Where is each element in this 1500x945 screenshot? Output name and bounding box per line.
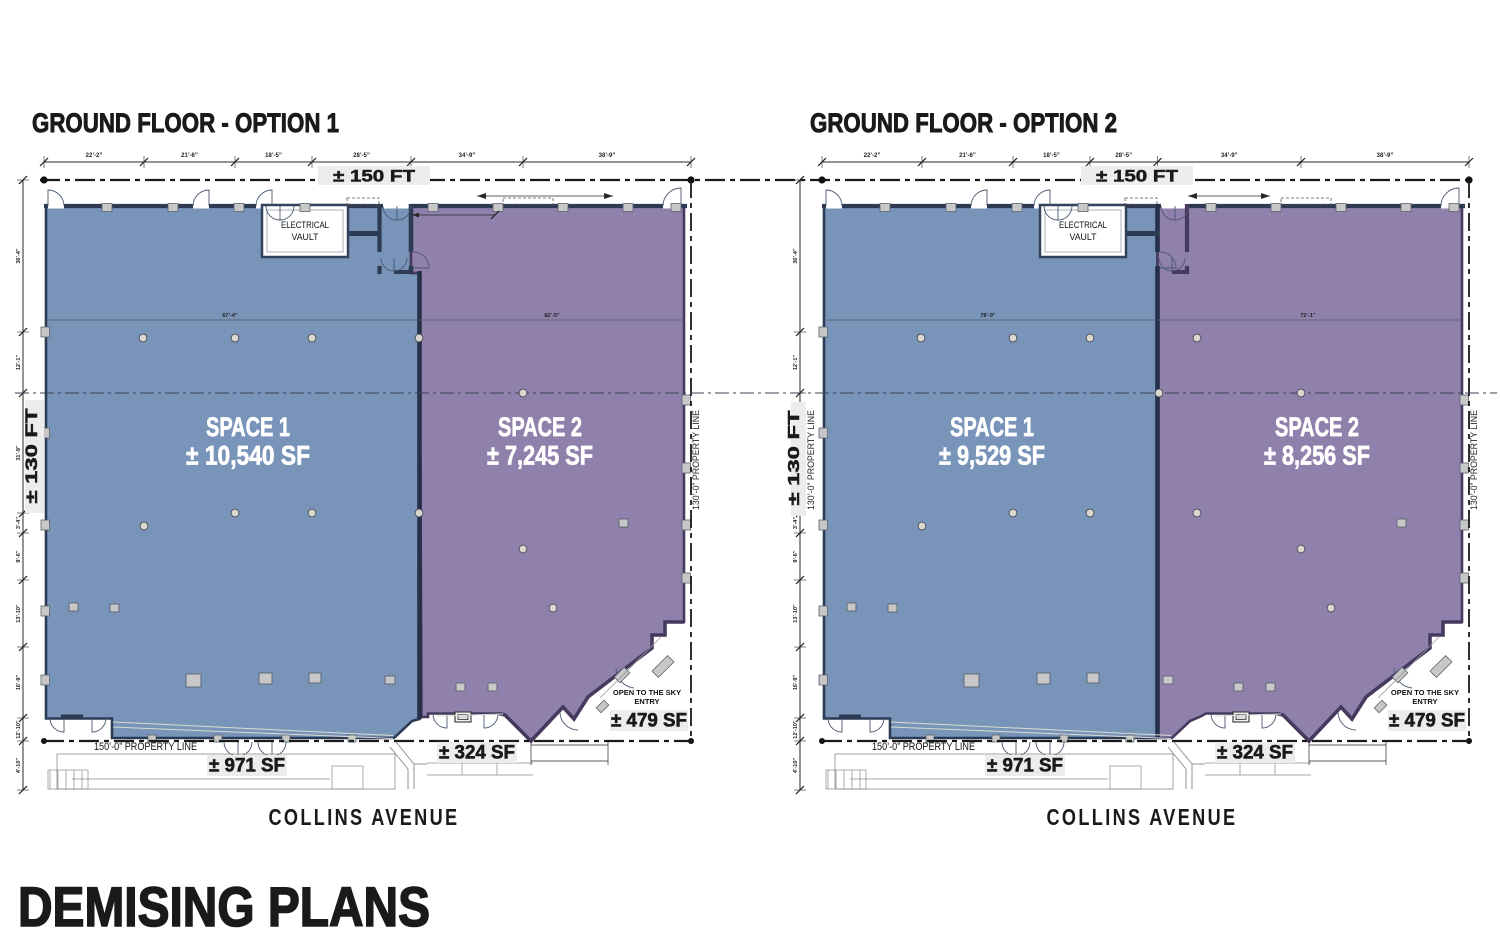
svg-text:ENTRY: ENTRY	[1412, 697, 1437, 706]
svg-text:SPACE 2: SPACE 2	[1275, 412, 1359, 442]
svg-text:150’-0” PROPERTY LINE: 150’-0” PROPERTY LINE	[872, 741, 975, 753]
svg-text:12’-10”: 12’-10”	[793, 720, 799, 739]
svg-text:16’-9”: 16’-9”	[793, 675, 799, 691]
svg-text:DEMISING PLANS: DEMISING PLANS	[18, 876, 430, 938]
svg-text:SPACE 2: SPACE 2	[498, 412, 582, 442]
svg-text:28’-5”: 28’-5”	[353, 153, 370, 159]
svg-text:ENTRY: ENTRY	[634, 697, 659, 706]
svg-text:± 150 FT: ± 150 FT	[333, 168, 415, 186]
svg-text:21’-6”: 21’-6”	[959, 153, 976, 159]
svg-text:SPACE 1: SPACE 1	[950, 412, 1034, 442]
svg-text:3’-4”: 3’-4”	[16, 517, 22, 529]
svg-text:34’-9”: 34’-9”	[459, 153, 476, 159]
svg-text:± 479 SF: ± 479 SF	[1389, 711, 1465, 732]
svg-text:38’-9”: 38’-9”	[599, 153, 616, 159]
svg-text:150’-0” PROPERTY LINE: 150’-0” PROPERTY LINE	[94, 741, 197, 753]
svg-text:± 130 FT: ± 130 FT	[786, 410, 803, 505]
svg-text:± 324 SF: ± 324 SF	[439, 743, 515, 764]
svg-text:GROUND FLOOR - OPTION 1: GROUND FLOOR - OPTION 1	[32, 108, 339, 138]
svg-text:± 479 SF: ± 479 SF	[611, 711, 687, 732]
svg-text:± 8,256 SF: ± 8,256 SF	[1264, 441, 1370, 471]
svg-text:VAULT: VAULT	[1070, 232, 1097, 242]
svg-text:COLLINS AVENUE: COLLINS AVENUE	[1047, 804, 1238, 830]
svg-text:12’-10”: 12’-10”	[16, 720, 22, 739]
svg-text:ELECTRICAL: ELECTRICAL	[281, 220, 329, 230]
svg-text:28’-5”: 28’-5”	[1115, 153, 1132, 159]
svg-text:GROUND FLOOR - OPTION 2: GROUND FLOOR - OPTION 2	[810, 108, 1117, 138]
svg-text:9’-6”: 9’-6”	[16, 550, 22, 562]
svg-text:67’-4”: 67’-4”	[222, 313, 238, 319]
svg-text:38’-9”: 38’-9”	[1377, 153, 1394, 159]
svg-text:± 7,245 SF: ± 7,245 SF	[487, 441, 593, 471]
svg-text:72’-1”: 72’-1”	[1300, 313, 1316, 319]
svg-text:ELECTRICAL: ELECTRICAL	[1059, 220, 1107, 230]
svg-text:34’-9”: 34’-9”	[1221, 153, 1238, 159]
svg-text:OPEN TO THE SKY: OPEN TO THE SKY	[1391, 688, 1459, 697]
svg-text:130’-0” PROPERTY LINE: 130’-0” PROPERTY LINE	[806, 410, 816, 510]
svg-text:± 130 FT: ± 130 FT	[23, 409, 41, 504]
svg-text:12’-1”: 12’-1”	[793, 355, 799, 371]
svg-text:16’-9”: 16’-9”	[16, 675, 22, 691]
svg-text:130’-0” PROPERTY LINE: 130’-0” PROPERTY LINE	[691, 410, 701, 510]
svg-text:22’-2”: 22’-2”	[864, 153, 881, 159]
svg-text:13’-10”: 13’-10”	[16, 604, 22, 623]
svg-text:21’-6”: 21’-6”	[181, 153, 198, 159]
svg-text:18’-5”: 18’-5”	[265, 153, 282, 159]
svg-text:COLLINS AVENUE: COLLINS AVENUE	[269, 804, 460, 830]
svg-text:OPEN TO THE SKY: OPEN TO THE SKY	[613, 688, 681, 697]
svg-text:78’-9”: 78’-9”	[980, 313, 996, 319]
svg-text:18’-5”: 18’-5”	[1043, 153, 1060, 159]
svg-text:± 10,540 SF: ± 10,540 SF	[186, 441, 310, 471]
svg-text:± 150 FT: ± 150 FT	[1096, 168, 1178, 186]
svg-text:9’-6”: 9’-6”	[793, 550, 799, 562]
svg-text:3’-4”: 3’-4”	[793, 517, 799, 529]
svg-text:12’-1”: 12’-1”	[16, 355, 22, 371]
svg-text:22’-2”: 22’-2”	[86, 153, 103, 159]
svg-text:13’-10”: 13’-10”	[793, 604, 799, 623]
svg-text:± 971 SF: ± 971 SF	[209, 756, 285, 777]
svg-text:VAULT: VAULT	[292, 232, 319, 242]
svg-text:36’-4”: 36’-4”	[16, 248, 22, 264]
svg-text:± 9,529 SF: ± 9,529 SF	[939, 441, 1045, 471]
svg-text:SPACE 1: SPACE 1	[206, 412, 290, 442]
svg-text:82’-5”: 82’-5”	[544, 313, 560, 319]
svg-text:4’-10”: 4’-10”	[793, 758, 799, 774]
svg-text:± 324 SF: ± 324 SF	[1217, 743, 1293, 764]
svg-text:130’-0” PROPERTY LINE: 130’-0” PROPERTY LINE	[1469, 410, 1479, 510]
svg-text:36’-4”: 36’-4”	[793, 248, 799, 264]
svg-text:± 971 SF: ± 971 SF	[987, 756, 1063, 777]
svg-text:4’-10”: 4’-10”	[16, 758, 22, 774]
svg-text:31’-9”: 31’-9”	[16, 445, 22, 461]
